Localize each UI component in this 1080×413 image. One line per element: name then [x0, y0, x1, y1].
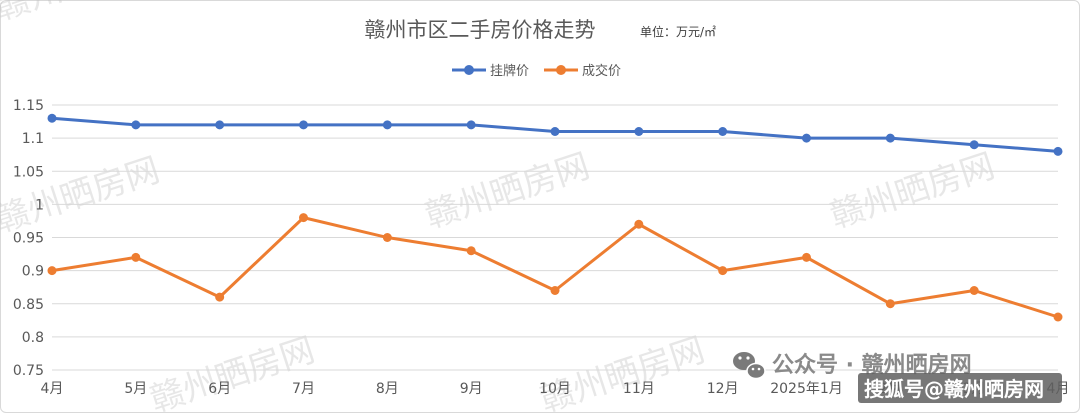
data-point — [634, 219, 644, 229]
data-point — [550, 286, 560, 295]
legend-label-listing: 挂牌价 — [490, 63, 529, 79]
data-point — [802, 133, 811, 143]
gridlines — [52, 104, 1058, 371]
data-point — [885, 133, 895, 143]
data-point — [1053, 312, 1063, 322]
data-point — [718, 266, 728, 276]
data-point — [299, 213, 308, 223]
credit-sohu-bg — [858, 373, 1062, 403]
data-point — [634, 127, 644, 136]
y-tick-label: 0.85 — [13, 297, 44, 313]
x-tick-label: 8月 — [376, 381, 399, 397]
y-tick-label: 0.95 — [13, 231, 44, 247]
legend-item-deal: 成交价 — [544, 63, 621, 79]
data-point — [550, 127, 560, 136]
x-tick-label: 10月 — [539, 381, 571, 397]
data-point — [215, 292, 225, 302]
series-layer — [47, 113, 1063, 322]
credit-watermark: 公众号 · 赣州晒房网 搜狐号@赣州晒房网 — [733, 352, 1062, 403]
watermark-text: 赣州晒房网 — [535, 330, 709, 413]
y-tick-label: 0.75 — [13, 363, 44, 379]
data-point — [466, 120, 476, 130]
watermark-layer: 赣州晒房网赣州晒房网赣州晒房网赣州晒房网赣州晒房网赣州晒房网 — [0, 0, 999, 413]
wechat-icon — [733, 352, 766, 380]
y-tick-label: 1.1 — [22, 131, 44, 147]
x-tick-label: 11月 — [623, 381, 655, 397]
data-point — [718, 127, 728, 136]
data-point — [802, 252, 811, 262]
y-axis: 0.75 0.8 0.85 0.9 0.95 1 1.05 1.1 1.15 — [13, 98, 44, 379]
x-tick-label: 5月 — [124, 381, 147, 397]
x-tick-label: 6月 — [208, 381, 231, 397]
x-tick-label: 9月 — [460, 381, 483, 397]
data-point — [969, 140, 979, 150]
y-tick-label: 1.15 — [13, 98, 44, 114]
data-point — [47, 113, 57, 123]
y-tick-label: 1 — [35, 197, 44, 213]
legend-marker-deal — [556, 65, 566, 75]
watermark-text: 赣州晒房网 — [825, 146, 999, 237]
chart-title: 赣州市区二手房价格走势 — [365, 18, 596, 42]
y-tick-label: 0.9 — [22, 264, 44, 280]
data-point — [299, 120, 308, 130]
credit-sohu-text: 搜狐号@赣州晒房网 — [864, 377, 1044, 401]
data-point — [382, 120, 392, 130]
data-point — [131, 120, 141, 130]
series-0 — [47, 113, 1063, 156]
series-1 — [47, 213, 1063, 322]
watermark-text: 赣州晒房网 — [420, 146, 594, 237]
watermark-text: 赣州晒房网 — [145, 330, 319, 413]
watermark-text: 赣州晒房网 — [0, 0, 164, 29]
legend-marker-listing — [464, 65, 474, 75]
x-tick-label: 12月 — [707, 381, 739, 397]
x-tick-label: 7月 — [292, 381, 315, 397]
data-point — [131, 252, 141, 262]
x-tick-label: 4月 — [41, 381, 64, 397]
legend: 挂牌价 成交价 — [452, 63, 621, 79]
data-point — [382, 233, 392, 242]
data-point — [885, 299, 895, 309]
data-point — [47, 266, 57, 276]
y-tick-label: 0.8 — [22, 330, 44, 346]
data-point — [1053, 146, 1063, 156]
series-line — [51, 216, 1059, 319]
x-tick-label: 2025年1月 — [770, 381, 843, 397]
legend-item-listing: 挂牌价 — [452, 63, 529, 79]
data-point — [466, 246, 476, 256]
y-tick-label: 1.05 — [13, 164, 44, 180]
data-point — [215, 120, 225, 130]
unit-note: 单位：万元/㎡ — [640, 24, 716, 39]
data-point — [969, 286, 979, 295]
legend-label-deal: 成交价 — [582, 63, 621, 79]
